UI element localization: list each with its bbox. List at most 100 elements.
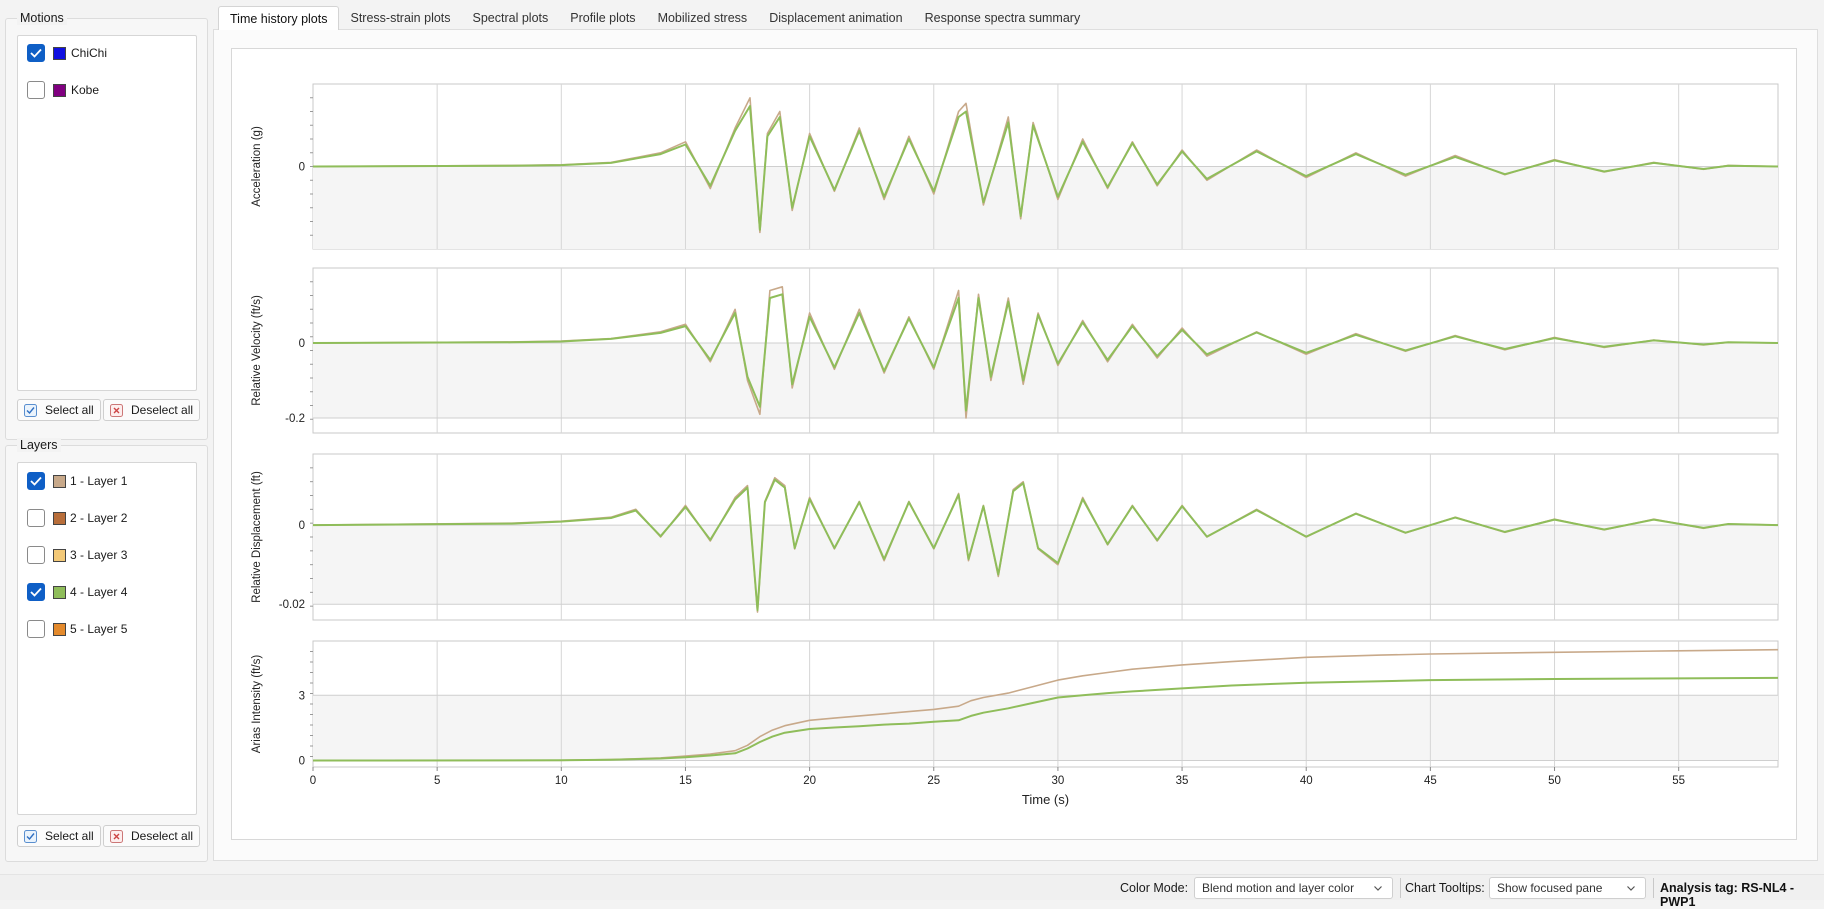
y-tick-label: -0.02 — [279, 599, 305, 611]
chart-tooltips-select[interactable]: Show focused pane — [1489, 877, 1646, 899]
series-line — [312, 648, 1779, 762]
y-axis-label: Acceleration (g) — [251, 126, 263, 207]
motion-item-chichi[interactable]: ChiChi — [27, 42, 107, 64]
motion-chichi-checkbox[interactable] — [27, 44, 45, 62]
chart-frame: 0 Acceleration (g) 0 -0.2 Relative Velocity … — [231, 48, 1797, 840]
y-axis-label: Relative Velocity (ft/s) — [251, 295, 263, 406]
time-history-chart[interactable]: 0 Acceleration (g) 0 -0.2 Relative Velocity … — [232, 49, 1798, 841]
motion-chichi-swatch — [53, 46, 66, 60]
y-tick-label: 0 — [299, 755, 305, 767]
y-axis-label: Arias Intensity (ft/s) — [251, 655, 263, 754]
check-icon — [30, 476, 42, 486]
motions-deselect-all-button[interactable]: Deselect all — [103, 399, 201, 421]
tab-response-spectra-summary[interactable]: Response spectra summary — [924, 11, 1081, 25]
motion-kobe-checkbox[interactable] — [27, 81, 45, 99]
series-line — [312, 293, 1779, 412]
chevron-down-icon — [1374, 886, 1382, 891]
motions-group: Motions ChiChi Kobe Select all Deselect … — [5, 11, 208, 440]
x-tick-label: 25 — [927, 775, 940, 787]
panel-band — [313, 343, 1778, 418]
x-tick-label: 45 — [1424, 775, 1437, 787]
chart-tooltips-value: Show focused pane — [1497, 881, 1603, 895]
check-icon — [30, 48, 42, 58]
motion-kobe-swatch — [53, 83, 66, 97]
motion-item-kobe[interactable]: Kobe — [27, 79, 99, 101]
motions-deselect-all-label: Deselect all — [131, 403, 194, 417]
motion-kobe-label: Kobe — [71, 83, 100, 97]
x-tick-label: 30 — [1052, 775, 1065, 787]
tab-displacement-animation[interactable]: Displacement animation — [769, 11, 903, 25]
layer-5-checkbox[interactable] — [27, 620, 45, 638]
y-tick-label: -0.2 — [285, 413, 305, 425]
chart-panel: 0 -0.02 Relative Displacement (ft) — [251, 453, 1779, 621]
layer-3-swatch — [53, 548, 66, 562]
layer-1-checkbox[interactable] — [27, 472, 45, 490]
layer-2-swatch — [53, 511, 66, 525]
x-tick-label: 0 — [310, 775, 316, 787]
x-tick-label: 10 — [555, 775, 568, 787]
x-tick-label: 55 — [1672, 775, 1685, 787]
motions-select-all-label: Select all — [45, 403, 94, 417]
tab-time-history-plots[interactable]: Time history plots — [218, 6, 340, 30]
x-axis-label: Time (s) — [1022, 792, 1069, 807]
motions-list: ChiChi Kobe — [17, 35, 197, 391]
chevron-down-icon — [1627, 886, 1635, 891]
x-tick-label: 5 — [434, 775, 440, 787]
tab-strip: Time history plots Stress-strain plots S… — [218, 6, 1091, 30]
layer-item-3[interactable]: 3 - Layer 3 — [27, 544, 127, 566]
layers-list: 1 - Layer 1 2 - Layer 2 3 - Layer 3 4 - … — [17, 462, 197, 815]
color-mode-value: Blend motion and layer color — [1202, 881, 1355, 895]
layer-3-label: 3 - Layer 3 — [70, 548, 128, 562]
status-separator — [1400, 878, 1401, 898]
analysis-tag: Analysis tag: RS-NL4 -PWP1 — [1660, 881, 1795, 909]
x-tick-label: 20 — [803, 775, 816, 787]
x-tick-label: 50 — [1548, 775, 1561, 787]
layers-select-all-label: Select all — [45, 829, 94, 843]
deselect-all-icon — [110, 403, 123, 417]
color-mode-label: Color Mode: — [1120, 881, 1189, 895]
y-axis-label: Relative Displacement (ft) — [251, 471, 263, 603]
layer-4-label: 4 - Layer 4 — [70, 585, 128, 599]
motions-title: Motions — [17, 11, 67, 25]
y-tick-label: 0 — [299, 162, 305, 174]
tab-mobilized-stress[interactable]: Mobilized stress — [657, 11, 748, 25]
series-line — [312, 676, 1779, 762]
layer-1-swatch — [53, 474, 66, 488]
layer-3-checkbox[interactable] — [27, 546, 45, 564]
motion-chichi-label: ChiChi — [71, 46, 108, 60]
panel-band — [313, 695, 1778, 761]
tab-spectral-plots[interactable]: Spectral plots — [472, 11, 549, 25]
deselect-all-icon — [110, 829, 123, 843]
status-bar: Color Mode: Blend motion and layer color… — [0, 874, 1824, 909]
tab-profile-plots[interactable]: Profile plots — [570, 11, 636, 25]
chart-tooltips-label: Chart Tooltips: — [1405, 881, 1485, 895]
layer-4-checkbox[interactable] — [27, 583, 45, 601]
layer-item-1[interactable]: 1 - Layer 1 — [27, 470, 127, 492]
select-all-icon — [24, 829, 37, 843]
layer-5-label: 5 - Layer 5 — [70, 622, 128, 636]
color-mode-select[interactable]: Blend motion and layer color — [1194, 877, 1393, 899]
layer-item-5[interactable]: 5 - Layer 5 — [27, 618, 127, 640]
layer-item-2[interactable]: 2 - Layer 2 — [27, 507, 127, 529]
layer-2-checkbox[interactable] — [27, 509, 45, 527]
layers-title: Layers — [17, 438, 61, 452]
layers-deselect-all-button[interactable]: Deselect all — [103, 825, 201, 847]
check-icon — [30, 587, 42, 597]
status-separator — [1653, 878, 1654, 898]
panel-band — [313, 525, 1778, 605]
layer-item-4[interactable]: 4 - Layer 4 — [27, 581, 127, 603]
chart-panel: 0 3 Arias Intensity (ft/s) — [251, 640, 1779, 768]
motions-select-all-button[interactable]: Select all — [17, 399, 101, 421]
x-tick-label: 35 — [1176, 775, 1189, 787]
layers-group: Layers 1 - Layer 1 2 - Layer 2 3 - Layer… — [5, 438, 208, 862]
layers-select-all-button[interactable]: Select all — [17, 825, 101, 847]
series-line — [312, 478, 1779, 612]
chart-panel: 0 Acceleration (g) — [251, 83, 1779, 250]
layer-5-swatch — [53, 622, 66, 636]
chart-panel: 0 -0.2 Relative Velocity (ft/s) — [251, 267, 1779, 434]
layer-4-swatch — [53, 585, 66, 599]
tab-stress-strain-plots[interactable]: Stress-strain plots — [350, 11, 451, 25]
series-line — [312, 105, 1779, 231]
y-tick-label: 3 — [299, 690, 305, 702]
panel-band — [313, 166, 1778, 249]
